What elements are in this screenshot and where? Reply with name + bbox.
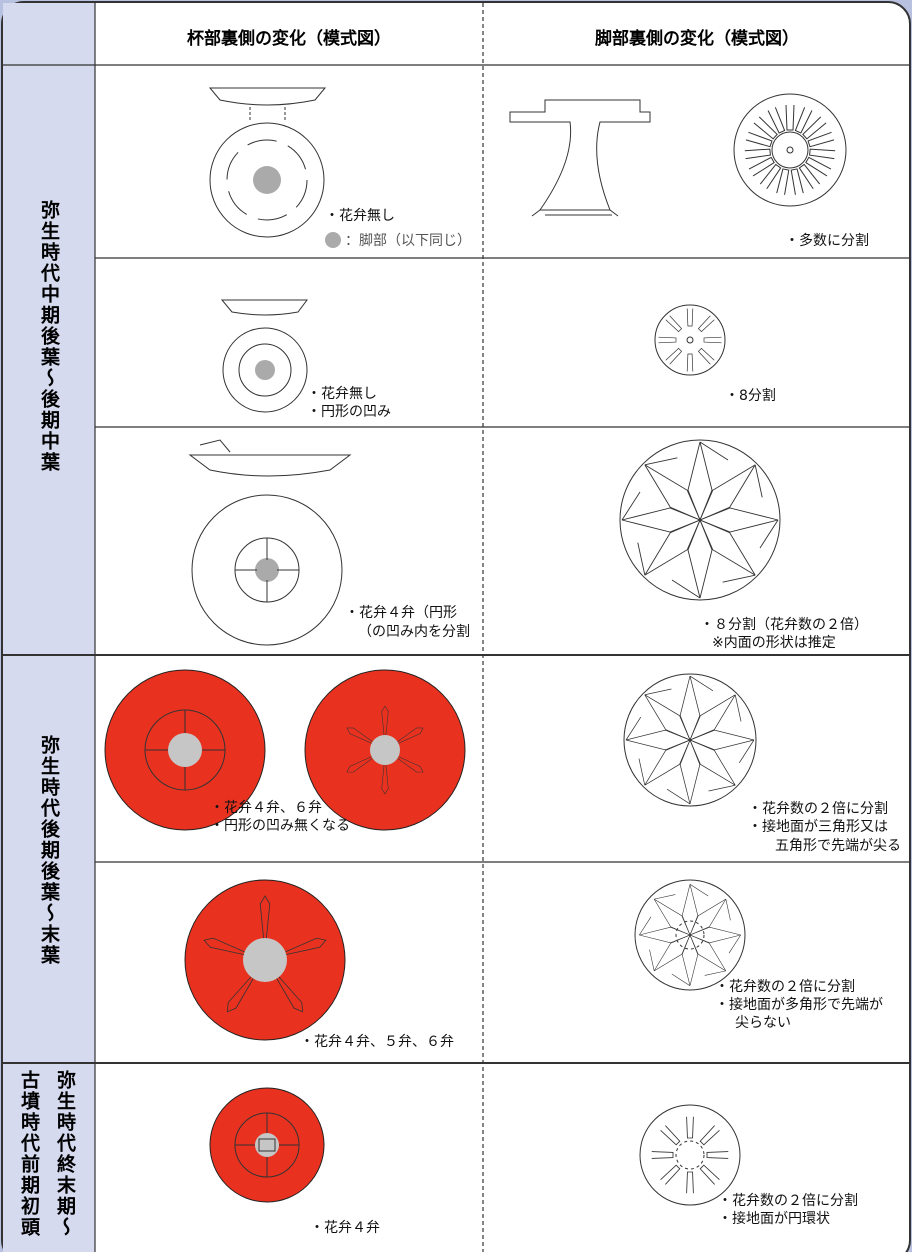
note: ・花弁無し — [307, 386, 377, 402]
note: ・花弁数の２倍に分割 — [718, 1193, 858, 1209]
illustrations — [104, 87, 847, 1206]
note: ・花弁数の２倍に分割 — [715, 979, 855, 995]
note: ・多数に分割 — [785, 233, 869, 249]
note: ・接地面が多角形で先端が — [715, 997, 883, 1013]
column-header: 脚部裏側の変化（模式図） — [595, 29, 799, 49]
note: 尖らない — [735, 1015, 791, 1031]
note: ・花弁４弁、５弁、６弁 — [300, 1034, 454, 1050]
note: ・円形の凹み — [307, 404, 391, 420]
period-column — [3, 65, 95, 1252]
note: ・円形の凹み無くなる — [210, 818, 350, 834]
note: 五角形で先端が尖る — [775, 838, 901, 854]
note: ※内面の形状は推定 — [712, 635, 836, 651]
column-header: 杯部裏側の変化（模式図） — [187, 29, 391, 49]
note: （の凹み内を分割 — [358, 624, 470, 640]
period-label: 弥生時代中期後葉～後期中葉 — [38, 200, 60, 473]
note: ・接地面が三角形又は — [748, 819, 888, 835]
period-label: 弥生時代終末期～ — [54, 1070, 76, 1238]
note: ・花弁４弁（円形 — [345, 605, 457, 621]
note: ・８分割（花弁数の２倍） — [700, 617, 868, 633]
note: ・8分割 — [725, 388, 776, 404]
period-label: 弥生時代後期後葉～末葉 — [38, 735, 60, 966]
legend: ：脚部（以下同じ） — [345, 233, 471, 249]
note: ・花弁４弁、６弁 — [210, 800, 322, 816]
note: ・花弁４弁 — [310, 1220, 380, 1236]
period-label: 古墳時代前期初頭 — [18, 1070, 40, 1238]
note: ・花弁数の２倍に分割 — [748, 801, 888, 817]
note: ・花弁無し — [325, 208, 395, 224]
note: ・接地面が円環状 — [718, 1211, 830, 1227]
grid — [3, 3, 910, 1252]
corner-cell — [3, 3, 95, 65]
